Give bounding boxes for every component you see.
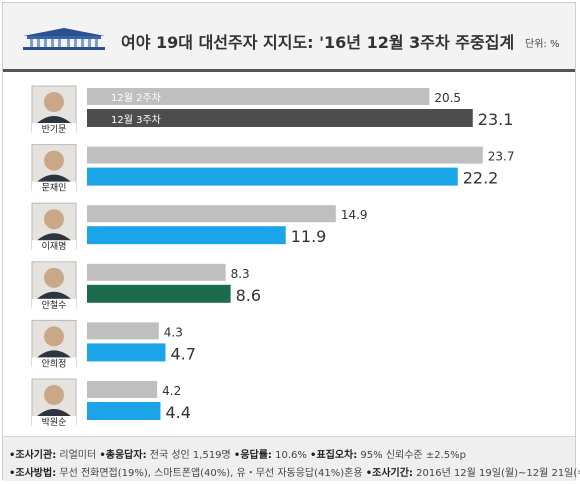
bar-week3 bbox=[87, 226, 286, 245]
candidate-face-icon bbox=[44, 150, 64, 171]
candidate-name: 안희정 bbox=[42, 357, 67, 369]
footer-value: 2016년 12월 19일(월)~12월 21일(수) bbox=[412, 468, 580, 479]
bar-week2 bbox=[87, 205, 336, 223]
bar-week2 bbox=[87, 146, 483, 164]
bar-value-label: 23.7 bbox=[488, 150, 515, 164]
candidate-name: 이재명 bbox=[42, 241, 67, 252]
candidate-name-plate bbox=[32, 298, 76, 310]
bar-value-label: 22.2 bbox=[463, 169, 499, 188]
footer-value: 리얼미터 bbox=[56, 450, 100, 461]
candidate-name-plate bbox=[32, 181, 76, 193]
bar-value-label: 8.3 bbox=[231, 267, 250, 281]
candidate-face-icon bbox=[44, 267, 64, 288]
footer-key: •응답률: bbox=[233, 450, 272, 461]
footer-line-2: •조사방법: 무선 전화면접(19%), 스마트폰앱(40%), 유・무선 자동… bbox=[9, 464, 580, 479]
bar-week2 bbox=[87, 263, 226, 281]
bar-value-label: 4.4 bbox=[165, 403, 190, 422]
bar-week3 bbox=[87, 109, 473, 127]
bar-value-label: 14.9 bbox=[341, 208, 368, 222]
bar-value-label: 11.9 bbox=[291, 227, 327, 246]
chart-title: 여야 19대 대선주자 지지도: '16년 12월 3주차 주중집계 bbox=[121, 33, 515, 52]
candidate-name-plate bbox=[32, 416, 76, 427]
legend-label: 12월 3주차 bbox=[111, 114, 161, 126]
chart-header: 여야 19대 대선주자 지지도: '16년 12월 3주차 주중집계 단위: % bbox=[3, 3, 575, 69]
footer-key: •총응답자: bbox=[99, 450, 147, 461]
bar-value-label: 4.7 bbox=[170, 344, 195, 363]
footer-line-1: •조사기관: 리얼미터 •총응답자: 전국 성인 1,519명 •응답률: 10… bbox=[9, 446, 466, 461]
candidate-name-plate bbox=[32, 357, 76, 369]
bar-week3 bbox=[87, 343, 166, 362]
candidate-name: 안철수 bbox=[42, 300, 67, 311]
candidate-name: 문재인 bbox=[42, 183, 67, 194]
bar-value-label: 4.3 bbox=[164, 325, 183, 339]
header-divider bbox=[3, 69, 575, 72]
bar-week3 bbox=[87, 284, 231, 303]
legend-label: 12월 2주차 bbox=[111, 92, 161, 104]
candidate-name-plate bbox=[32, 240, 76, 252]
candidate-face-icon bbox=[44, 209, 64, 230]
candidate-name: 반기문 bbox=[42, 124, 67, 135]
candidate-suit-icon bbox=[36, 350, 72, 359]
footer-value: 무선 전화면접(19%), 스마트폰앱(40%), 유・무선 자동응답(41%)… bbox=[56, 468, 366, 479]
survey-footer: •조사기관: 리얼미터 •총응답자: 전국 성인 1,519명 •응답률: 10… bbox=[3, 436, 580, 481]
blue-house-logo-icon bbox=[23, 28, 105, 50]
bar-week3 bbox=[87, 167, 458, 186]
bar-week3 bbox=[87, 402, 161, 420]
footer-value: 10.6% bbox=[271, 450, 311, 461]
candidate-face-icon bbox=[44, 326, 64, 347]
footer-key: •표집오차: bbox=[310, 450, 358, 461]
bar-week2 bbox=[87, 381, 158, 398]
candidate-name-plate bbox=[32, 123, 76, 134]
bar-value-label: 20.5 bbox=[434, 91, 461, 105]
candidate-suit-icon bbox=[36, 233, 72, 242]
candidate-suit-icon bbox=[36, 291, 72, 300]
bar-value-label: 4.2 bbox=[162, 384, 181, 398]
candidate-suit-icon bbox=[36, 174, 72, 183]
bar-week2 bbox=[87, 322, 159, 340]
footer-key: •조사기관: bbox=[9, 450, 57, 461]
candidate-face-icon bbox=[44, 92, 64, 112]
footer-value: 전국 성인 1,519명 bbox=[146, 450, 234, 461]
bar-value-label: 23.1 bbox=[478, 110, 514, 129]
footer-key: •조사기간: bbox=[365, 468, 413, 479]
candidate-face-icon bbox=[44, 385, 64, 405]
candidate-suit-icon bbox=[36, 116, 72, 124]
bar-value-label: 8.6 bbox=[236, 286, 261, 305]
unit-label: 단위: % bbox=[525, 39, 560, 50]
candidate-name: 박원순 bbox=[42, 417, 67, 428]
footer-value: 95% 신뢰수준 ±2.5%p bbox=[357, 450, 466, 461]
footer-key: •조사방법: bbox=[9, 468, 57, 479]
bar-week2 bbox=[87, 88, 430, 105]
candidate-suit-icon bbox=[36, 409, 72, 417]
